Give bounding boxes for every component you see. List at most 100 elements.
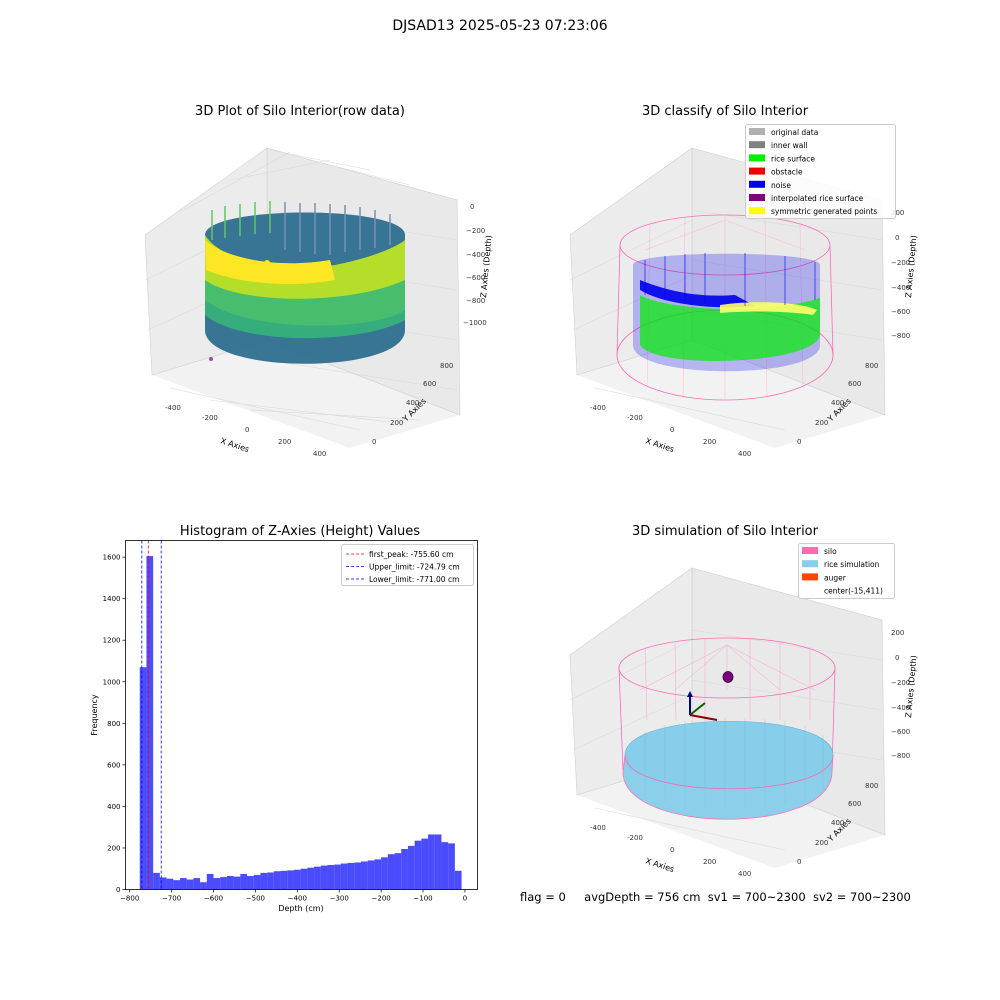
raw-x-axis-label: X Axies: [219, 436, 250, 454]
avg-depth-value: avgDepth = 756 cm: [584, 890, 701, 904]
histogram-bar: [247, 875, 254, 890]
histogram-bar: [381, 857, 388, 890]
classify-plot-title: 3D classify of Silo Interior: [641, 104, 809, 119]
histogram-bar: [314, 866, 321, 890]
y-tick-label: 1000: [103, 678, 121, 686]
legend-label: rice simulation: [824, 560, 880, 569]
histogram-bar: [354, 862, 362, 890]
y-tick-label: 600: [848, 380, 861, 388]
simulation-z-ticks: 200 0 −200 −400 −600 −800: [891, 629, 910, 760]
y-tick-label: 600: [848, 800, 861, 808]
y-tick-label: 200: [815, 839, 828, 847]
simulation-legend: silo rice simulation auger center(-15,411): [798, 543, 895, 599]
x-tick-label: 400: [738, 870, 751, 878]
histogram-bar: [153, 872, 160, 890]
simulation-y-ticks: 0 200 400 600 800: [797, 782, 878, 866]
histogram-bar: [213, 878, 221, 890]
histogram-bar: [454, 870, 462, 890]
x-tick-label: −300: [330, 895, 349, 903]
histogram-bar: [421, 838, 429, 890]
legend-swatch: [749, 128, 765, 135]
y-tick-label: 800: [865, 782, 878, 790]
simulation-x-ticks: -400 -200 0 200 400: [590, 824, 751, 878]
histogram-bar: [166, 878, 174, 890]
legend-swatch: [802, 547, 818, 554]
histogram-bar: [448, 843, 455, 890]
histogram-bar: [200, 882, 207, 890]
histogram-bar: [193, 878, 201, 890]
legend-label: noise: [771, 181, 791, 190]
y-tick-label: 400: [831, 819, 844, 827]
z-tick-label: 0: [470, 203, 474, 211]
histogram-y-ticks: 0 200 400 600 800 1000 1200 1400 1600: [103, 554, 126, 894]
histogram-bar: [146, 556, 154, 890]
z-tick-label: −200: [891, 679, 910, 687]
z-tick-label: −600: [466, 274, 485, 282]
z-tick-label: 200: [891, 629, 904, 637]
x-tick-label: 0: [245, 426, 249, 434]
classify-y-ticks: 0 200 400 600 800: [797, 362, 878, 446]
y-tick-label: 400: [831, 399, 844, 407]
histogram-bar: [394, 853, 402, 890]
histogram-bar: [307, 867, 315, 890]
y-tick-label: 0: [116, 886, 120, 894]
histogram-bar: [340, 863, 348, 890]
legend-label: obstacle: [771, 168, 803, 177]
histogram-bar: [367, 860, 375, 890]
histogram-bar: [334, 864, 341, 890]
y-tick-label: 400: [107, 803, 120, 811]
flag-value: flag = 0: [520, 890, 566, 904]
y-tick-label: 800: [865, 362, 878, 370]
classify-points: [633, 253, 820, 372]
histogram-bar: [428, 834, 435, 890]
classify-x-axis-label: X Axies: [644, 436, 675, 454]
histogram-bar: [267, 872, 274, 890]
legend-swatch: [802, 560, 818, 568]
z-tick-label: −600: [891, 308, 910, 316]
z-tick-label: 0: [895, 654, 899, 662]
y-tick-label: 200: [815, 419, 828, 427]
x-tick-label: -200: [627, 834, 643, 842]
x-tick-label: −600: [204, 895, 223, 903]
rice-simulation-surface: [622, 718, 834, 820]
z-tick-label: −400: [891, 704, 910, 712]
histogram-bar: [280, 870, 288, 890]
x-tick-label: −700: [162, 895, 181, 903]
x-tick-label: -400: [165, 404, 181, 412]
legend-label: first_peak: -755.60 cm: [369, 550, 453, 559]
legend-label: auger: [824, 573, 847, 582]
raw-y-ticks: 0 200 400 600 800: [372, 362, 453, 446]
z-tick-label: 200: [891, 209, 904, 217]
raw-z-axis-label: Z Axies (Depth): [479, 235, 493, 298]
x-tick-label: −100: [413, 895, 432, 903]
classify-legend: original data inner wall rice surface obsta…: [745, 124, 896, 219]
x-tick-label: −400: [288, 895, 307, 903]
x-tick-label: 200: [703, 438, 716, 446]
y-tick-label: 200: [107, 844, 120, 852]
legend-swatch: [749, 180, 765, 188]
simulation-silo-wireframe: [618, 637, 836, 771]
histogram-frame: [125, 540, 478, 890]
y-tick-label: 600: [107, 761, 120, 769]
y-tick-label: 0: [797, 858, 801, 866]
x-tick-label: 200: [278, 438, 291, 446]
auger-marker: [722, 671, 734, 683]
x-tick-label: −800: [120, 895, 139, 903]
x-tick-label: −200: [372, 895, 391, 903]
y-tick-label: 600: [423, 380, 436, 388]
classify-z-axis-label: Z Axies (Depth): [904, 235, 918, 298]
histogram-bar: [233, 876, 241, 890]
x-tick-label: 400: [738, 450, 751, 458]
legend-swatch: [749, 167, 765, 175]
histogram-bar: [240, 873, 248, 890]
legend-label: Lower_limit: -771.00 cm: [369, 575, 459, 584]
histogram-bar: [320, 865, 328, 890]
z-tick-label: −800: [891, 752, 910, 760]
z-tick-label: −800: [466, 297, 485, 305]
legend-swatch: [749, 194, 765, 201]
raw-x-ticks: -400 -200 0 200 400: [165, 404, 326, 458]
histogram-bar: [139, 667, 147, 890]
x-tick-label: -200: [627, 414, 643, 422]
legend-label: symmetric generated points: [771, 207, 877, 216]
legend-label: interpolated rice surface: [771, 194, 864, 203]
